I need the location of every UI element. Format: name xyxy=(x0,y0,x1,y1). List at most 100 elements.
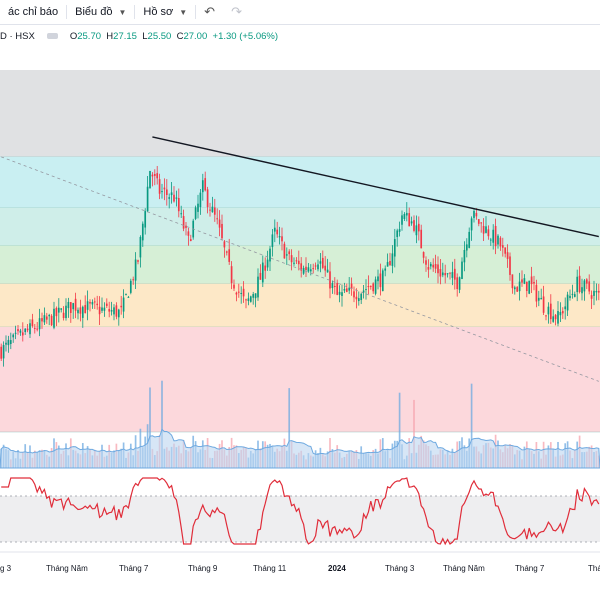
candle-body xyxy=(492,229,495,243)
time-axis-label: Tháng 3 xyxy=(385,564,415,573)
candle-body xyxy=(403,213,406,219)
candle-body xyxy=(396,230,399,238)
candle-body xyxy=(218,219,221,228)
rsi-band xyxy=(0,496,600,542)
candle-body xyxy=(206,189,209,208)
candle-body xyxy=(540,297,543,300)
candle-body xyxy=(468,231,471,248)
candle-body xyxy=(237,291,240,293)
candle-body xyxy=(50,315,53,326)
candle-body xyxy=(518,281,521,292)
candle-body xyxy=(144,211,147,228)
chart-type-button[interactable]: Biểu đồ ▼ xyxy=(67,0,134,24)
candle-body xyxy=(233,284,235,289)
undo-icon[interactable]: ↶ xyxy=(204,4,216,19)
collapse-legend-icon[interactable] xyxy=(46,33,58,39)
high-value: 27.15 xyxy=(113,30,137,42)
candle-body xyxy=(221,223,223,239)
candle-body xyxy=(5,342,7,345)
candle-body xyxy=(177,197,180,212)
candle-body xyxy=(444,273,447,276)
candle-body xyxy=(297,260,300,265)
candle-body xyxy=(554,314,557,320)
candle-body xyxy=(225,251,228,253)
candle-body xyxy=(48,314,51,317)
candle-body xyxy=(501,245,504,248)
candle-body xyxy=(194,207,197,219)
candle-body xyxy=(242,288,245,297)
candle-body xyxy=(247,298,250,301)
candle-body xyxy=(60,308,63,310)
toolbar-divider xyxy=(66,5,68,19)
symbol-name[interactable]: D · HSX xyxy=(0,30,35,42)
candle-body xyxy=(393,239,396,257)
candle-body xyxy=(7,339,10,346)
close-value: 27.00 xyxy=(183,30,208,42)
zone-band xyxy=(0,156,600,208)
candle-body xyxy=(41,318,43,322)
candle-body xyxy=(465,244,468,251)
candle-body xyxy=(261,262,264,283)
candle-body xyxy=(593,290,595,296)
candle-body xyxy=(57,307,60,313)
candle-body xyxy=(573,294,576,297)
redo-icon[interactable]: ↷ xyxy=(231,4,242,19)
candle-body xyxy=(84,305,87,314)
candle-body xyxy=(357,298,360,302)
candle-body xyxy=(129,280,132,293)
time-axis-labels: g 3 Tháng Năm Tháng 7 Tháng 9 Tháng 11 2024 Th… xyxy=(0,564,600,573)
candle-body xyxy=(410,221,413,224)
candle-body xyxy=(259,272,262,280)
candle-body xyxy=(317,264,319,270)
candle-body xyxy=(117,309,120,318)
candle-body xyxy=(552,316,555,322)
candle-body xyxy=(485,226,487,233)
candle-body xyxy=(559,312,562,316)
candle-body xyxy=(545,315,547,317)
candle-body xyxy=(408,213,411,227)
candle-body xyxy=(417,223,420,232)
candle-body xyxy=(293,262,295,264)
open-label: O xyxy=(69,30,78,42)
time-axis-label: Tháng 9 xyxy=(188,564,218,573)
candle-body xyxy=(120,305,123,308)
candle-body xyxy=(156,173,159,179)
candle-body xyxy=(283,243,286,259)
candle-body xyxy=(285,254,288,256)
candle-body xyxy=(333,285,336,287)
candle-body xyxy=(127,296,130,298)
candle-body xyxy=(365,289,367,291)
candle-body xyxy=(525,281,528,291)
candle-body xyxy=(264,265,267,271)
candle-body xyxy=(583,280,586,292)
candle-body xyxy=(216,218,219,220)
candle-body xyxy=(425,260,427,265)
candle-body xyxy=(446,273,449,275)
candle-body xyxy=(240,292,243,294)
candle-body xyxy=(374,279,377,294)
candle-body xyxy=(453,268,456,280)
candle-body xyxy=(341,292,343,296)
candle-body xyxy=(429,263,432,267)
candle-body xyxy=(31,319,34,326)
volume-bar xyxy=(288,388,291,468)
candle-body xyxy=(497,235,499,245)
candle-body xyxy=(494,225,497,247)
candle-body xyxy=(415,225,418,236)
candle-body xyxy=(475,212,478,217)
candle-body xyxy=(355,296,358,300)
candle-body xyxy=(569,295,571,299)
candle-body xyxy=(105,303,108,306)
zone-band xyxy=(0,207,600,246)
time-axis-label: Tháng xyxy=(588,564,600,573)
candle-body xyxy=(413,220,415,231)
candle-body xyxy=(0,346,3,359)
candle-body xyxy=(29,323,31,335)
time-axis-label: Tháng 7 xyxy=(515,564,545,573)
toolbar-divider xyxy=(134,5,136,19)
candle-body xyxy=(470,218,473,231)
candle-body xyxy=(65,305,67,319)
profile-button[interactable]: Hồ sơ ▼ xyxy=(135,0,195,24)
indicators-button[interactable]: ác chỉ báo xyxy=(0,0,66,24)
